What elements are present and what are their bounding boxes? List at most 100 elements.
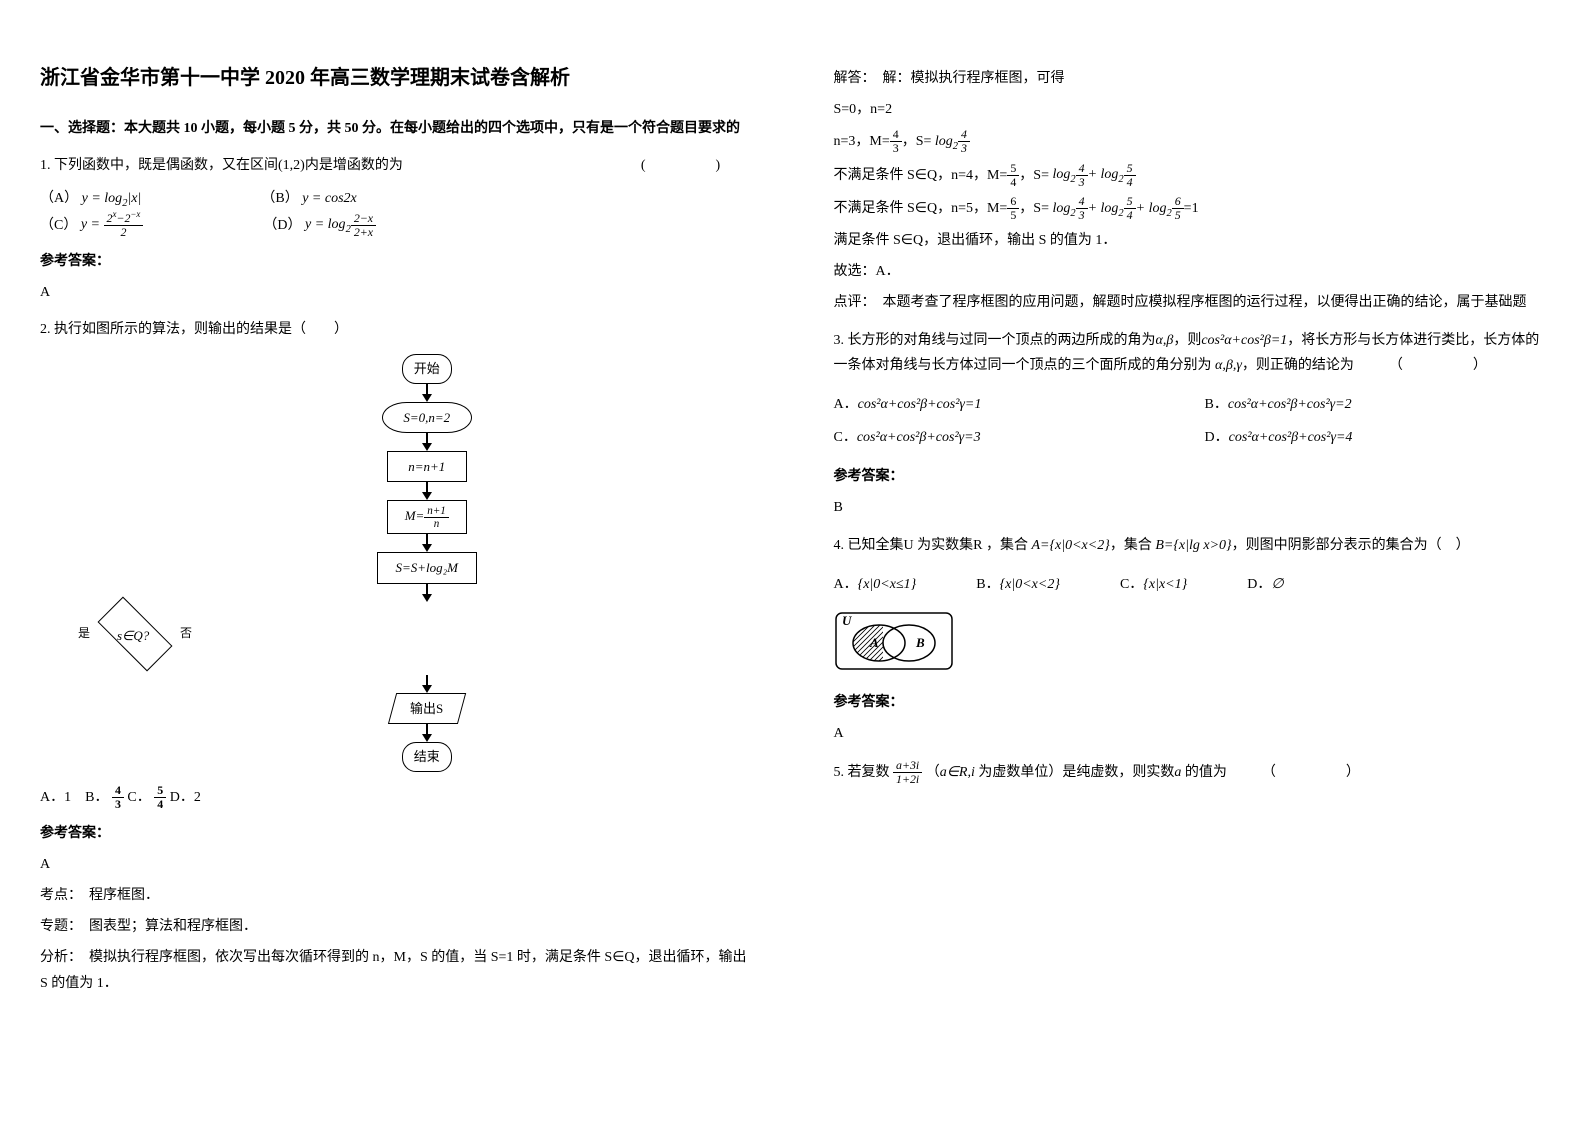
svg-text:U: U (842, 613, 852, 628)
question-2: 2. 执行如图所示的算法，则输出的结果是（ ） 开始 S=0,n=2 n=n+1… (40, 317, 754, 996)
sol-line5: 满足条件 S∈Q，退出循环，输出 S 的值为 1． (834, 228, 1548, 253)
kaodian-text: 程序框图． (89, 888, 159, 903)
dianping-label: 点评： (834, 295, 869, 310)
jieda-text: 解：模拟执行程序框图，可得 (883, 71, 1065, 86)
fc-step1: n=n+1 (387, 451, 467, 482)
q1-answer-label: 参考答案： (40, 249, 754, 274)
zhuanti-label: 专题： (40, 919, 75, 934)
svg-text:A: A (869, 635, 879, 650)
q2-optb-num: 4 (112, 784, 124, 798)
q1-answer: A (40, 280, 754, 305)
q1-optB-label: （B） (261, 191, 298, 206)
fc-end: 结束 (402, 742, 452, 771)
q2-opt-text3: D．2 (170, 789, 201, 804)
q4-stem: 4. 已知全集U 为实数集R ，集合 A={x|0<x<2}，集合 B={x|l… (834, 533, 1548, 558)
sol-l2-p: n=3，M= (834, 134, 890, 149)
sol-line2: n=3，M=43，S= log243 (834, 128, 1548, 155)
q3-oB-m: cos²α+cos²β+cos²γ=2 (1228, 397, 1352, 412)
q3-oB: B． (1205, 397, 1228, 412)
q1-optC-math: y = 2x−2−x2 (81, 217, 144, 232)
q2-stem: 2. 执行如图所示的算法，则输出的结果是（ ） (40, 317, 754, 342)
q1-optD-label: （D） (263, 217, 301, 232)
q5-cond: a∈R,i (940, 764, 975, 779)
q4-answer: A (834, 721, 1548, 746)
sol-l4-m: ，S= (1019, 201, 1049, 216)
sol-l3-m: ，S= (1019, 167, 1049, 182)
q1-optA-math: y = log2|x| (82, 191, 142, 206)
sol-l4-e: =1 (1184, 201, 1199, 216)
fc-output: 输出S (388, 693, 466, 724)
q5-p2: （ (926, 764, 940, 779)
fc-step2-den: n (424, 518, 449, 530)
zhuanti-text: 图表型；算法和程序框图． (89, 919, 257, 934)
q3-oD-m: cos²α+cos²β+cos²γ=4 (1229, 430, 1353, 445)
fc-step2-prefix: M= (405, 508, 425, 523)
fc-decision: s∈Q? (98, 596, 173, 671)
q2-opt-text2: C． (127, 789, 150, 804)
fc-output-text: 输出S (410, 697, 443, 720)
sol-line3: 不满足条件 S∈Q，n=4，M=54，S= log243+ log254 (834, 162, 1548, 189)
sol-l4-p: 不满足条件 S∈Q，n=5，M= (834, 201, 1008, 216)
q4-oA-m: {x|0<x≤1} (858, 577, 917, 592)
q3-angles: α,β,γ (1215, 358, 1242, 373)
q3-p1: 3. 长方形的对角线与过同一个顶点的两边所成的角为 (834, 333, 1156, 348)
question-1: 1. 下列函数中，既是偶函数，又在区间(1,2)内是增函数的为 ( ) （A） … (40, 153, 754, 305)
q1-optB-math: y = cos2x (302, 191, 357, 206)
question-5: 5. 若复数 a+3i1+2i （a∈R,i 为虚数单位）是纯虚数，则实数a 的… (834, 759, 1548, 786)
svg-text:B: B (915, 635, 925, 650)
q3-p4: ，则正确的结论为 （ ） (1242, 358, 1487, 373)
fc-yes: 是 (78, 623, 90, 645)
q3-oD: D． (1205, 430, 1229, 445)
right-column: 解答： 解：模拟执行程序框图，可得 S=0，n=2 n=3，M=43，S= lo… (794, 0, 1587, 1122)
venn-diagram: U A B (834, 611, 1548, 680)
q2-answer: A (40, 852, 754, 877)
q2-options: A．1 B． 43 C． 54 D．2 (40, 784, 754, 811)
q3-oA-m: cos²α+cos²β+cos²γ=1 (858, 397, 982, 412)
q4-p3: ，则图中阴影部分表示的集合为（ ） (1232, 538, 1470, 553)
q3-answer-label: 参考答案： (834, 464, 1548, 489)
q2-optc-num: 5 (154, 784, 166, 798)
q5-den: 1+2i (893, 773, 922, 786)
q4-oA: A． (834, 577, 858, 592)
section-header: 一、选择题：本大题共 10 小题，每小题 5 分，共 50 分。在每小题给出的四… (40, 116, 754, 141)
fc-no: 否 (180, 623, 192, 645)
q1-stem: 1. 下列函数中，既是偶函数，又在区间(1,2)内是增函数的为 ( ) (40, 153, 754, 178)
q4-oD: D． (1247, 577, 1271, 592)
q5-p3: 为虚数单位）是纯虚数，则实数 (978, 764, 1174, 779)
sol-l2-s: ，S= (902, 134, 932, 149)
kaodian-label: 考点： (40, 888, 75, 903)
flowchart: 开始 S=0,n=2 n=n+1 M=n+1n S=S+log₂M 是 s∈Q?… (100, 354, 754, 771)
q1-optA-label: （A） (40, 191, 78, 206)
q4-B: B={x|lg x>0} (1155, 538, 1231, 553)
question-4: 4. 已知全集U 为实数集R ，集合 A={x|0<x<2}，集合 B={x|l… (834, 533, 1548, 747)
q4-p2: ，集合 (1110, 538, 1152, 553)
sol-l3-p: 不满足条件 S∈Q，n=4，M= (834, 167, 1008, 182)
q4-A: A={x|0<x<2} (1031, 538, 1109, 553)
dianping-text: 本题考查了程序框图的应用问题，解题时应模拟程序框图的运行过程，以便得出正确的结论… (883, 295, 1527, 310)
q3-answer: B (834, 495, 1548, 520)
q1-optD-math: y = log22−x2+x (305, 217, 376, 232)
q2-answer-label: 参考答案： (40, 821, 754, 846)
sol-line6: 故选：A． (834, 259, 1548, 284)
q5-var: a (1174, 764, 1181, 779)
q2-optc-den: 4 (154, 798, 166, 811)
q3-oC-m: cos²α+cos²β+cos²γ=3 (857, 430, 981, 445)
q3-stem: 3. 长方形的对角线与过同一个顶点的两边所成的角为α,β，则cos²α+cos²… (834, 328, 1548, 378)
fenxi-text: 模拟执行程序框图，依次写出每次循环得到的 n，M，S 的值，当 S=1 时，满足… (40, 950, 747, 990)
q4-oD-m: ∅ (1271, 577, 1283, 592)
sol-line1: S=0，n=2 (834, 97, 1548, 122)
page-title: 浙江省金华市第十一中学 2020 年高三数学理期末试卷含解析 (40, 60, 754, 96)
q4-oC-m: {x|x<1} (1143, 577, 1187, 592)
q5-p1: 5. 若复数 (834, 764, 890, 779)
q3-p2: ，则 (1173, 333, 1201, 348)
fc-init: S=0,n=2 (382, 402, 472, 433)
fc-decision-text: s∈Q? (99, 624, 167, 647)
q5-p4: 的值为 （ ） (1185, 764, 1360, 779)
q5-num: a+3i (893, 759, 922, 773)
left-column: 浙江省金华市第十一中学 2020 年高三数学理期末试卷含解析 一、选择题：本大题… (0, 0, 794, 1122)
q4-answer-label: 参考答案： (834, 690, 1548, 715)
fc-step2: M=n+1n (387, 500, 467, 534)
q4-oB-m: {x|0<x<2} (1000, 577, 1060, 592)
venn-svg: U A B (834, 611, 954, 671)
q4-oC: C． (1120, 577, 1143, 592)
